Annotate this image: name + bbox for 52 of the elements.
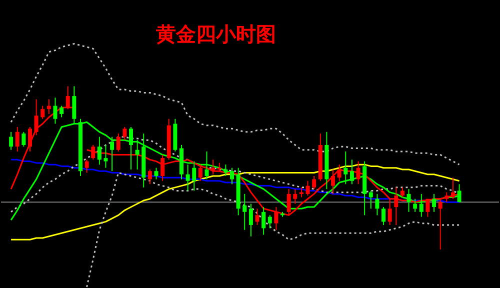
candlestick xyxy=(293,188,298,204)
candlestick xyxy=(154,167,158,180)
candlestick xyxy=(255,208,260,226)
candlestick xyxy=(122,126,127,141)
candlestick xyxy=(450,177,455,200)
candlestick xyxy=(46,98,51,114)
candlestick xyxy=(160,154,165,182)
candlestick xyxy=(28,126,32,152)
candlestick xyxy=(40,105,45,120)
candlestick xyxy=(116,133,120,152)
candlestick xyxy=(129,126,133,170)
candlestick xyxy=(350,159,354,185)
candlestick xyxy=(406,188,411,212)
candlestick xyxy=(242,193,247,230)
candlestick xyxy=(60,105,64,118)
candlestick xyxy=(91,144,96,160)
candlestick xyxy=(211,159,216,175)
candlestick xyxy=(337,164,342,182)
candlestick xyxy=(382,206,386,226)
candlestick xyxy=(204,151,209,180)
candlestick xyxy=(84,159,89,174)
candlestick xyxy=(110,136,114,172)
candlestick xyxy=(53,97,58,124)
candlestick xyxy=(97,136,102,166)
candlestick xyxy=(192,160,196,192)
candlestick xyxy=(368,190,373,210)
candlestick xyxy=(356,160,360,185)
candlestick xyxy=(419,193,424,218)
candlestick xyxy=(22,131,26,148)
candlestick xyxy=(375,193,380,216)
candlestick xyxy=(230,167,234,185)
candlestick xyxy=(9,131,14,150)
candlestick xyxy=(104,144,108,168)
candlestick xyxy=(400,186,404,198)
candlestick xyxy=(262,206,266,236)
candlestick xyxy=(15,126,20,152)
candlestick xyxy=(444,192,449,203)
candlestick xyxy=(331,168,336,194)
candlestick xyxy=(312,176,316,190)
candlestick xyxy=(344,151,348,185)
candlestick xyxy=(186,164,190,192)
candlestick xyxy=(135,140,140,170)
candlestick xyxy=(299,186,304,198)
candlestick xyxy=(148,168,152,185)
candlestick xyxy=(198,164,202,182)
candlestick xyxy=(224,164,228,176)
candlestick xyxy=(306,180,310,196)
candlestick xyxy=(432,193,436,212)
chart-title: 黄金四小时图 xyxy=(155,22,276,46)
candlestick xyxy=(413,198,418,212)
candlestick xyxy=(268,214,272,229)
candlestick xyxy=(248,203,253,237)
